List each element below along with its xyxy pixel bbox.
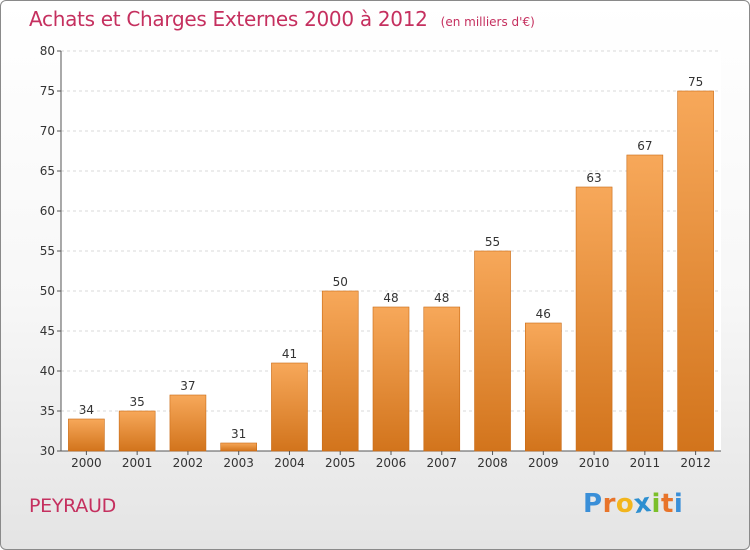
data-label-2008: 55 xyxy=(485,235,500,249)
bar-2011 xyxy=(626,154,664,452)
bar-2009 xyxy=(525,322,562,452)
bar-2008 xyxy=(474,250,511,452)
logo-letter: t xyxy=(660,489,674,519)
data-label-2006: 48 xyxy=(383,291,398,305)
data-label-2000: 34 xyxy=(79,403,94,417)
y-tick-label: 45 xyxy=(40,324,55,338)
x-tick-label-2010: 2010 xyxy=(579,456,610,470)
x-tick-label-2011: 2011 xyxy=(630,456,661,470)
bar-2010 xyxy=(575,186,613,452)
x-tick-label-2009: 2009 xyxy=(528,456,559,470)
y-tick-label: 75 xyxy=(40,84,55,98)
chart-unit-note: (en milliers d'€) xyxy=(440,15,535,29)
data-label-2001: 35 xyxy=(130,395,145,409)
data-label-2002: 37 xyxy=(180,379,195,393)
x-tick-label-2004: 2004 xyxy=(274,456,305,470)
data-label-2010: 63 xyxy=(586,171,601,185)
bar-2005 xyxy=(321,290,359,452)
x-tick-label-2002: 2002 xyxy=(173,456,204,470)
bar-2004 xyxy=(271,362,308,452)
bar-2000 xyxy=(68,418,105,452)
bar-2007 xyxy=(423,306,461,452)
y-tick-label: 35 xyxy=(40,404,55,418)
title-row: Achats et Charges Externes 2000 à 2012 (… xyxy=(29,7,535,31)
data-label-2011: 67 xyxy=(637,139,652,153)
logo-letter: o xyxy=(615,489,635,519)
y-tick-label: 65 xyxy=(40,164,55,178)
y-tick-label: 60 xyxy=(40,204,55,218)
data-label-2012: 75 xyxy=(688,75,703,89)
data-label-2004: 41 xyxy=(282,347,297,361)
y-tick-label: 70 xyxy=(40,124,55,138)
bar-2001 xyxy=(118,410,156,452)
x-tick-label-2005: 2005 xyxy=(325,456,356,470)
y-tick-label: 55 xyxy=(40,244,55,258)
x-tick-label-2006: 2006 xyxy=(376,456,407,470)
x-tick-label-2003: 2003 xyxy=(223,456,254,470)
y-tick-label: 30 xyxy=(40,444,55,458)
logo-letter: P xyxy=(583,489,603,519)
bar-2012 xyxy=(677,90,714,452)
y-tick-label: 50 xyxy=(40,284,55,298)
data-label-2009: 46 xyxy=(536,307,551,321)
y-tick-label: 80 xyxy=(40,44,55,58)
bar-2006 xyxy=(372,306,410,452)
bar-2002 xyxy=(169,394,207,452)
commune-name: PEYRAUD xyxy=(29,495,116,517)
y-tick-label: 40 xyxy=(40,364,55,378)
x-tick-label-2007: 2007 xyxy=(426,456,457,470)
x-tick-label-2000: 2000 xyxy=(71,456,102,470)
logo-letter: i xyxy=(673,489,684,519)
logo-letter: i xyxy=(651,489,661,519)
logo-letter: r xyxy=(602,489,616,519)
proxiti-logo: Proxiti xyxy=(583,487,684,521)
x-tick-label-2001: 2001 xyxy=(122,456,153,470)
bar-2003 xyxy=(220,442,257,452)
data-label-2003: 31 xyxy=(231,427,246,441)
data-label-2005: 50 xyxy=(333,275,348,289)
data-label-2007: 48 xyxy=(434,291,449,305)
logo-letter: x xyxy=(632,487,654,521)
x-tick-label-2008: 2008 xyxy=(477,456,508,470)
x-tick-label-2012: 2012 xyxy=(680,456,711,470)
chart-title: Achats et Charges Externes 2000 à 2012 xyxy=(29,7,428,31)
